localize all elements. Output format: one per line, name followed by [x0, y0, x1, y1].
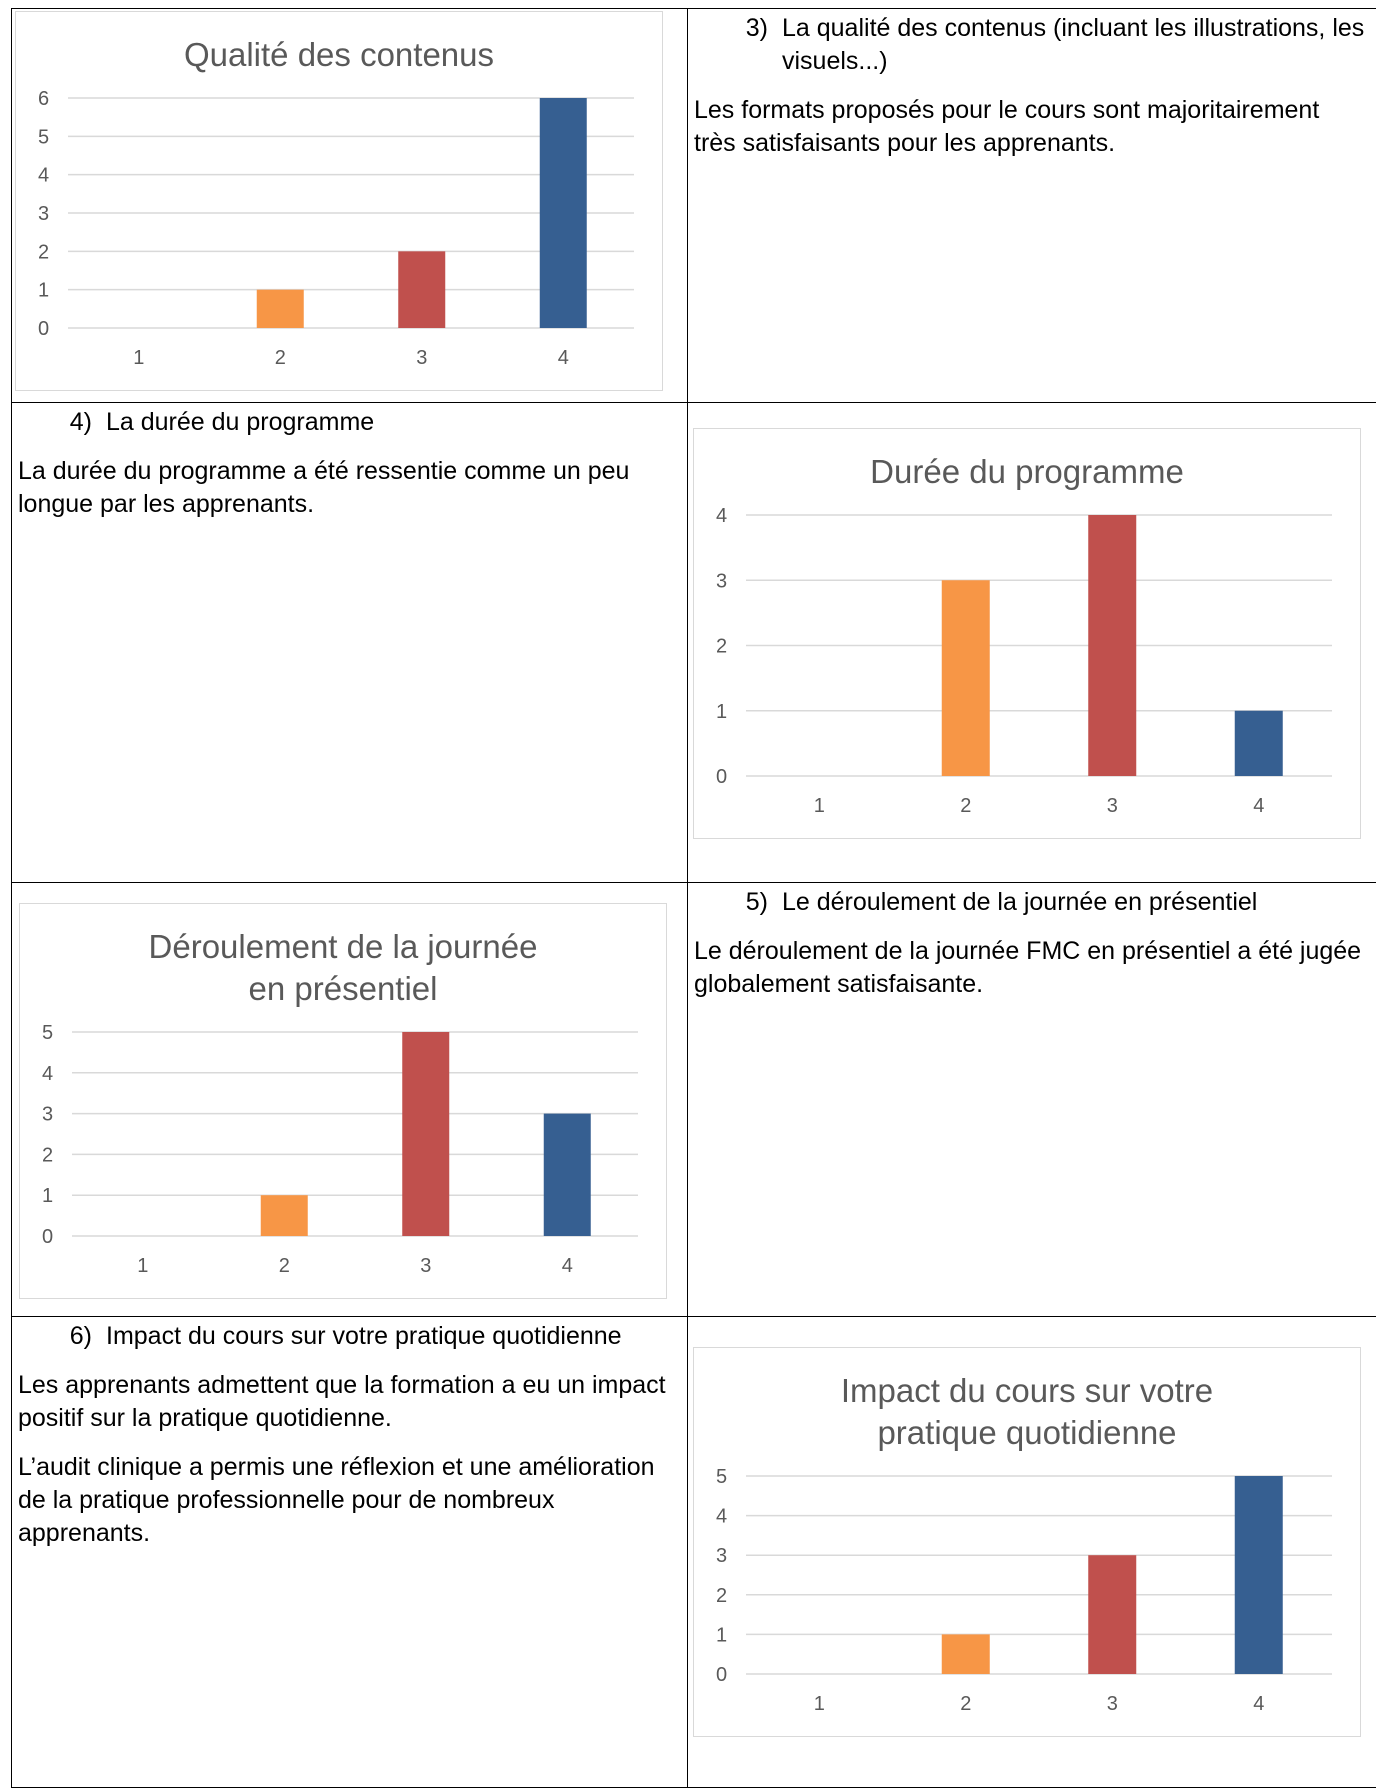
bar-4 — [544, 1114, 591, 1236]
bar-2 — [261, 1195, 308, 1236]
section-title: Le déroulement de la journée en présenti… — [782, 886, 1366, 919]
bar-3 — [402, 1032, 449, 1236]
chart-title: en présentiel — [249, 970, 438, 1007]
bar-4 — [540, 98, 587, 328]
y-tick-label: 5 — [38, 126, 49, 148]
chart-deroulement-journee: Déroulement de la journée en présentiel 0 1… — [19, 903, 667, 1299]
chart-duree-programme: Durée du programme 0 1 2 3 4 1 2 3 4 — [693, 428, 1361, 839]
text-cell-section-3: 3) La qualité des contenus (incluant les… — [688, 9, 1376, 403]
x-tick-label: 1 — [137, 1255, 148, 1277]
section-heading: 5) Le déroulement de la journée en prése… — [694, 886, 1366, 919]
table-row: Qualité des contenus 0 1 2 3 4 5 6 1 2 3 4 3) La qu… — [12, 9, 1376, 403]
y-tick-label: 2 — [716, 636, 727, 658]
y-tick-label: 1 — [38, 280, 49, 302]
chart-title: Déroulement de la journée — [149, 928, 538, 965]
y-tick-label: 5 — [716, 1466, 727, 1488]
section-number: 4) — [18, 406, 106, 439]
y-tick-label: 4 — [716, 505, 727, 527]
chart-title: Qualité des contenus — [184, 36, 494, 73]
x-tick-label: 4 — [1253, 795, 1264, 817]
y-tick-label: 4 — [38, 165, 49, 187]
y-tick-label: 3 — [38, 203, 49, 225]
y-tick-label: 1 — [716, 1624, 727, 1646]
y-tick-label: 0 — [716, 766, 727, 788]
bar-4 — [1235, 711, 1283, 776]
bar-3 — [1088, 515, 1136, 776]
x-tick-label: 2 — [279, 1255, 290, 1277]
x-tick-label: 2 — [275, 347, 286, 369]
section-title: Impact du cours sur votre pratique quoti… — [106, 1320, 677, 1353]
y-tick-label: 3 — [716, 1545, 727, 1567]
text-cell-section-5: 5) Le déroulement de la journée en prése… — [688, 883, 1376, 1317]
x-tick-label: 4 — [1253, 1693, 1264, 1715]
bar-3 — [398, 251, 445, 328]
chart-svg: Déroulement de la journée en présentiel 0 1… — [20, 904, 666, 1298]
y-tick-label: 0 — [716, 1664, 727, 1686]
section-paragraph: Les formats proposés pour le cours sont … — [694, 94, 1366, 160]
chart-cell: Qualité des contenus 0 1 2 3 4 5 6 1 2 3 4 — [12, 9, 688, 403]
y-tick-label: 0 — [38, 318, 49, 340]
chart-cell: Déroulement de la journée en présentiel 0 1… — [12, 883, 688, 1317]
table-row: 6) Impact du cours sur votre pratique qu… — [12, 1317, 1376, 1788]
section-title: La durée du programme — [106, 406, 677, 439]
chart-title: Durée du programme — [870, 453, 1184, 490]
x-tick-label: 4 — [558, 347, 569, 369]
y-tick-label: 4 — [716, 1506, 727, 1528]
chart-cell: Impact du cours sur votre pratique quotid… — [688, 1317, 1376, 1788]
section-heading: 6) Impact du cours sur votre pratique qu… — [18, 1320, 677, 1353]
x-tick-label: 2 — [960, 1693, 971, 1715]
section-number: 6) — [18, 1320, 106, 1353]
y-tick-label: 3 — [716, 570, 727, 592]
bar-2 — [942, 1634, 990, 1674]
text-cell-section-6: 6) Impact du cours sur votre pratique qu… — [12, 1317, 688, 1788]
y-tick-label: 2 — [38, 241, 49, 263]
section-heading: 3) La qualité des contenus (incluant les… — [694, 12, 1366, 78]
chart-svg: Impact du cours sur votre pratique quotid… — [694, 1348, 1360, 1736]
chart-impact-cours: Impact du cours sur votre pratique quotid… — [693, 1347, 1361, 1737]
y-tick-label: 6 — [38, 88, 49, 110]
x-tick-label: 4 — [562, 1255, 573, 1277]
y-tick-label: 1 — [42, 1185, 53, 1207]
results-table: Qualité des contenus 0 1 2 3 4 5 6 1 2 3 4 3) La qu… — [11, 8, 1376, 1788]
chart-title: pratique quotidienne — [877, 1414, 1176, 1451]
y-tick-label: 0 — [42, 1226, 53, 1248]
x-tick-label: 3 — [420, 1255, 431, 1277]
chart-svg: Qualité des contenus 0 1 2 3 4 5 6 1 2 3 4 — [16, 12, 662, 390]
y-tick-label: 2 — [716, 1585, 727, 1607]
chart-title: Impact du cours sur votre — [841, 1372, 1213, 1409]
x-tick-label: 1 — [133, 347, 144, 369]
section-number: 3) — [694, 12, 782, 78]
section-number: 5) — [694, 886, 782, 919]
x-tick-label: 3 — [416, 347, 427, 369]
y-tick-label: 4 — [42, 1063, 53, 1085]
x-tick-label: 1 — [814, 1693, 825, 1715]
x-tick-label: 2 — [960, 795, 971, 817]
y-tick-label: 5 — [42, 1022, 53, 1044]
bar-3 — [1088, 1555, 1136, 1674]
x-tick-label: 1 — [814, 795, 825, 817]
section-paragraph: La durée du programme a été ressentie co… — [18, 455, 677, 521]
bar-4 — [1235, 1476, 1283, 1674]
chart-cell: Durée du programme 0 1 2 3 4 1 2 3 4 — [688, 403, 1376, 883]
section-paragraph: Les apprenants admettent que la formatio… — [18, 1369, 677, 1435]
section-title: La qualité des contenus (incluant les il… — [782, 12, 1366, 78]
y-tick-label: 3 — [42, 1104, 53, 1126]
bar-2 — [257, 290, 304, 328]
table-row: Déroulement de la journée en présentiel 0 1… — [12, 883, 1376, 1317]
bar-2 — [942, 580, 990, 776]
section-paragraph: L’audit clinique a permis une réflexion … — [18, 1451, 677, 1550]
section-heading: 4) La durée du programme — [18, 406, 677, 439]
x-tick-label: 3 — [1107, 1693, 1118, 1715]
x-tick-label: 3 — [1107, 795, 1118, 817]
chart-svg: Durée du programme 0 1 2 3 4 1 2 3 4 — [694, 429, 1360, 838]
table-row: 4) La durée du programme La durée du pro… — [12, 403, 1376, 883]
section-paragraph: Le déroulement de la journée FMC en prés… — [694, 935, 1366, 1001]
y-tick-label: 2 — [42, 1144, 53, 1166]
y-tick-label: 1 — [716, 701, 727, 723]
text-cell-section-4: 4) La durée du programme La durée du pro… — [12, 403, 688, 883]
chart-qualite-contenus: Qualité des contenus 0 1 2 3 4 5 6 1 2 3 4 — [15, 11, 663, 391]
